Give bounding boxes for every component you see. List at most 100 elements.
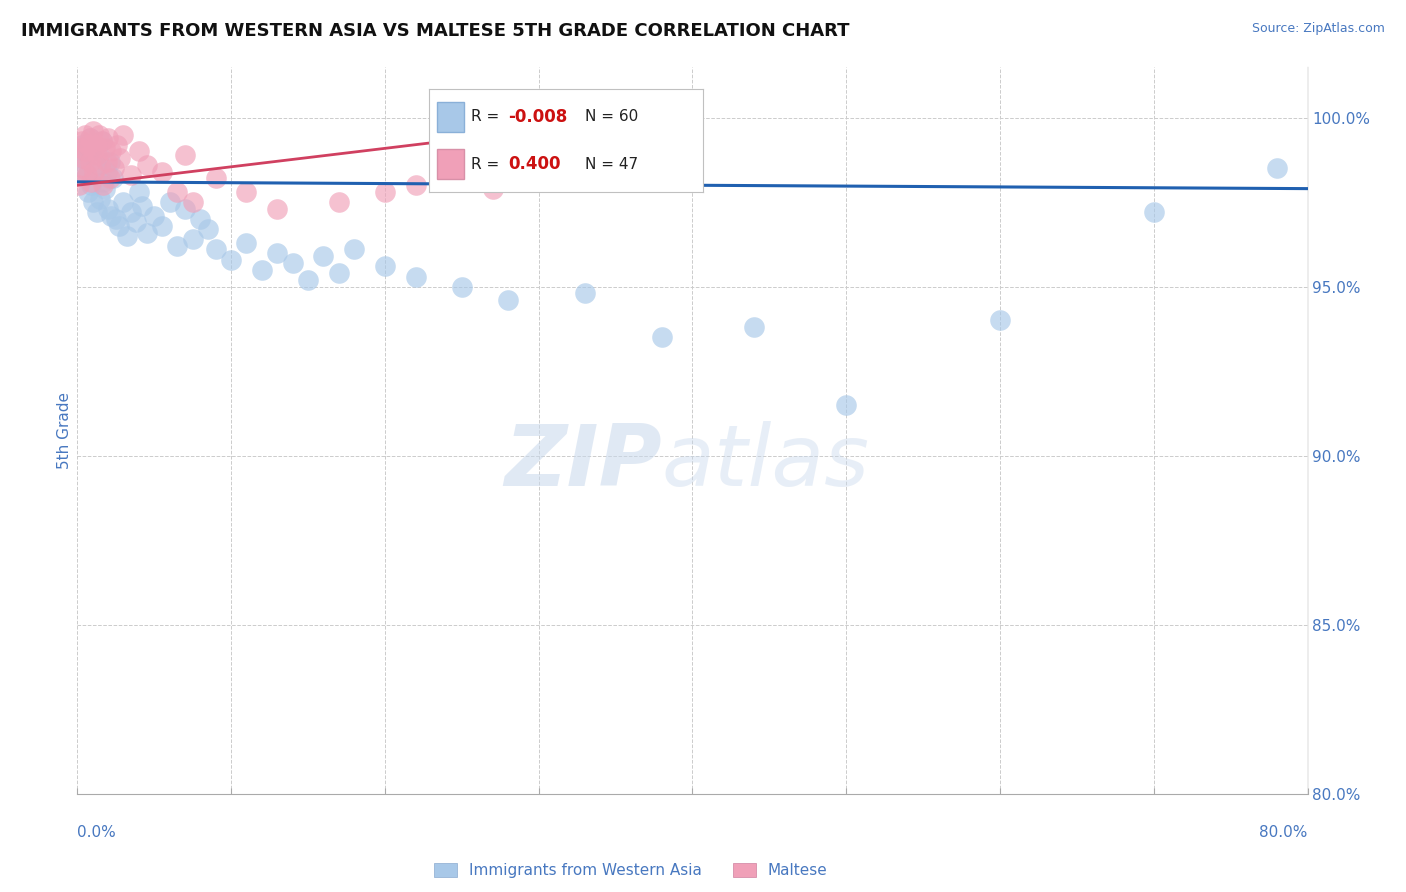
Point <box>181 195 204 210</box>
Point <box>79 131 101 145</box>
Point <box>150 219 173 233</box>
Point <box>87 128 110 142</box>
Point <box>450 161 472 176</box>
Point <box>742 320 765 334</box>
Point <box>96 154 118 169</box>
Point <box>835 398 858 412</box>
Point <box>219 252 242 267</box>
Point <box>1265 161 1288 176</box>
Point <box>266 202 288 216</box>
Point <box>481 181 503 195</box>
Point <box>527 171 550 186</box>
Point <box>988 313 1011 327</box>
Point <box>120 168 142 182</box>
Point <box>105 137 128 152</box>
Point <box>328 266 350 280</box>
Point <box>405 269 427 284</box>
Text: ZIP: ZIP <box>505 421 662 504</box>
Point <box>70 134 93 148</box>
Point <box>87 148 110 162</box>
Point <box>204 171 226 186</box>
Point <box>343 243 366 257</box>
Point <box>450 279 472 293</box>
Point <box>98 154 121 169</box>
Point <box>104 212 127 227</box>
Point <box>86 148 108 162</box>
Point <box>89 192 111 206</box>
Point <box>69 141 91 155</box>
Point <box>405 178 427 193</box>
Point <box>174 148 197 162</box>
Point <box>83 165 105 179</box>
Point <box>115 229 138 244</box>
Point <box>76 168 98 182</box>
Point <box>204 243 226 257</box>
Point <box>96 165 118 179</box>
Text: atlas: atlas <box>662 421 870 504</box>
Point <box>159 195 181 210</box>
Point <box>89 158 111 172</box>
Point <box>166 185 188 199</box>
Point <box>135 158 157 172</box>
Point <box>90 134 114 148</box>
Point <box>79 131 101 145</box>
Point <box>93 175 115 189</box>
Point <box>250 262 273 277</box>
Point <box>77 137 100 152</box>
Point <box>574 286 596 301</box>
Point <box>143 209 166 223</box>
Point <box>70 137 93 152</box>
Point <box>235 185 257 199</box>
Point <box>181 232 204 246</box>
Text: 0.400: 0.400 <box>509 155 561 173</box>
Y-axis label: 5th Grade: 5th Grade <box>56 392 72 469</box>
Point <box>150 165 173 179</box>
Point <box>84 137 107 152</box>
Text: -0.008: -0.008 <box>509 108 568 126</box>
Text: N = 47: N = 47 <box>585 157 638 171</box>
Bar <box>437 102 464 132</box>
Point <box>312 249 335 263</box>
Point <box>188 212 212 227</box>
Point <box>110 151 132 165</box>
Point <box>128 185 150 199</box>
Point <box>76 168 98 182</box>
Point <box>77 185 100 199</box>
Point <box>73 128 96 142</box>
Point <box>79 154 101 169</box>
Point <box>94 141 117 155</box>
Text: 80.0%: 80.0% <box>1260 825 1308 840</box>
Point <box>97 202 120 216</box>
Point <box>374 260 396 274</box>
Point <box>135 226 157 240</box>
Point <box>103 161 125 176</box>
Point <box>1143 205 1166 219</box>
Text: R =: R = <box>471 110 505 124</box>
Point <box>374 185 396 199</box>
Point <box>90 134 114 148</box>
Text: 0.0%: 0.0% <box>77 825 117 840</box>
Point <box>97 131 120 145</box>
Point <box>84 158 107 172</box>
Point <box>166 239 188 253</box>
Point <box>67 178 90 193</box>
Point <box>125 215 148 229</box>
Point <box>82 124 104 138</box>
Point <box>82 195 104 210</box>
Point <box>574 137 596 152</box>
Bar <box>437 149 464 179</box>
Point <box>73 145 96 159</box>
Point <box>100 145 122 159</box>
Point <box>108 219 131 233</box>
Text: Source: ZipAtlas.com: Source: ZipAtlas.com <box>1251 22 1385 36</box>
Point <box>112 195 135 210</box>
Point <box>281 256 304 270</box>
Point <box>93 178 115 193</box>
Text: IMMIGRANTS FROM WESTERN ASIA VS MALTESE 5TH GRADE CORRELATION CHART: IMMIGRANTS FROM WESTERN ASIA VS MALTESE … <box>21 22 849 40</box>
Point <box>328 195 350 210</box>
Point <box>80 178 103 193</box>
Legend: Immigrants from Western Asia, Maltese: Immigrants from Western Asia, Maltese <box>427 857 834 884</box>
Point <box>69 151 91 165</box>
Point <box>73 145 96 159</box>
Point <box>174 202 197 216</box>
